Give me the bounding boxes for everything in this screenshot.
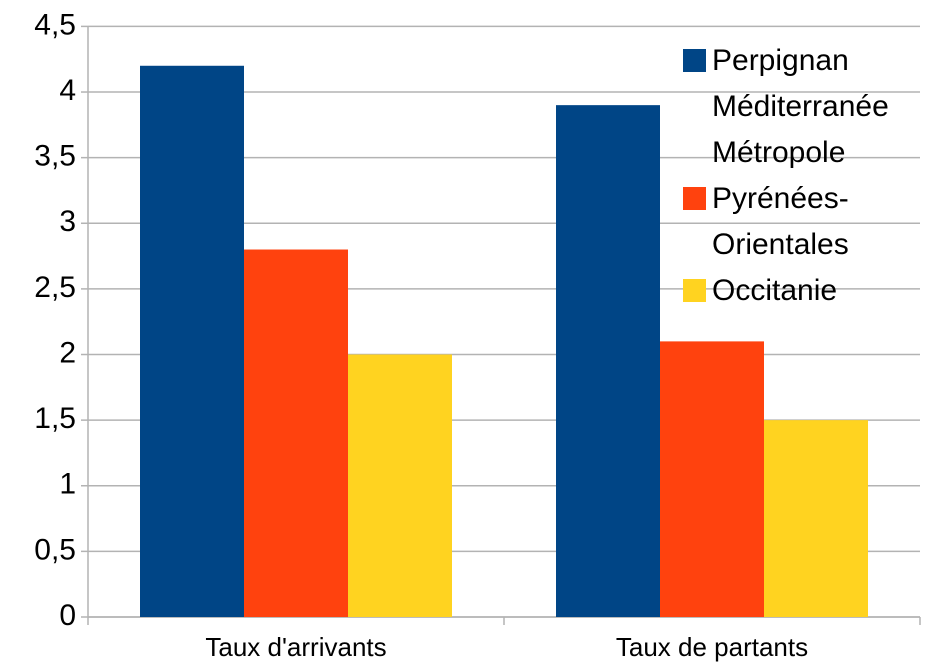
legend-swatch bbox=[683, 49, 706, 72]
bar bbox=[244, 249, 348, 617]
y-tick-label: 1 bbox=[59, 468, 76, 501]
legend-item: Perpignan Méditerranée Métropole bbox=[683, 38, 942, 176]
x-tick-label: Taux d'arrivants bbox=[205, 632, 386, 662]
y-tick-label: 3,5 bbox=[34, 140, 76, 173]
legend-item: Occitanie bbox=[683, 268, 942, 314]
legend: Perpignan Méditerranée Métropole Pyrénées… bbox=[683, 38, 942, 314]
x-tick-label: Taux de partants bbox=[616, 632, 808, 662]
y-tick-label: 1,5 bbox=[34, 402, 76, 435]
bar bbox=[556, 105, 660, 617]
legend-swatch bbox=[683, 279, 706, 302]
bar bbox=[348, 354, 452, 617]
legend-label: Pyrénées-Orientales bbox=[712, 182, 849, 261]
y-tick-label: 0,5 bbox=[34, 533, 76, 566]
legend-item: Pyrénées-Orientales bbox=[683, 176, 942, 268]
y-tick-label: 3 bbox=[59, 205, 76, 238]
y-tick-label: 2 bbox=[59, 336, 76, 369]
y-tick-label: 2,5 bbox=[34, 271, 76, 304]
legend-label: Occitanie bbox=[712, 274, 838, 307]
legend-label: Perpignan Méditerranée Métropole bbox=[712, 44, 889, 169]
y-tick-label: 4,5 bbox=[34, 8, 76, 41]
legend-swatch bbox=[683, 187, 706, 210]
bar bbox=[660, 341, 764, 617]
bar bbox=[140, 65, 244, 618]
y-tick-label: 4 bbox=[59, 74, 76, 107]
bar bbox=[764, 420, 868, 617]
y-tick-label: 0 bbox=[59, 599, 76, 632]
